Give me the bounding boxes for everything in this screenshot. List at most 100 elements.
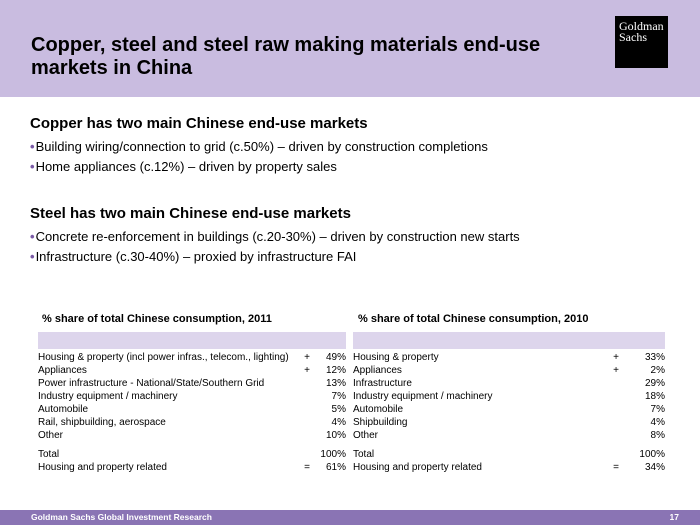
table-row: Automobile 7% xyxy=(353,403,665,416)
row-label: Shipbuilding xyxy=(353,417,408,428)
table-row: Other 8% xyxy=(353,429,665,442)
table-row: Power infrastructure - National/State/So… xyxy=(38,377,346,390)
row-value: 8% xyxy=(650,430,665,441)
copper-bullet-text: Building wiring/connection to grid (c.50… xyxy=(35,139,488,154)
table-row: Other 10% xyxy=(38,429,346,442)
row-operator xyxy=(607,448,625,461)
table-row: Appliances +2% xyxy=(353,364,665,377)
row-operator: + xyxy=(613,365,619,376)
row-value: 100% xyxy=(320,449,346,460)
row-operator: = xyxy=(304,462,310,473)
row-label: Automobile xyxy=(353,404,404,415)
row-operator: + xyxy=(304,365,310,376)
row-operator xyxy=(298,448,316,461)
row-label: Infrastructure xyxy=(353,378,412,389)
copper-bullet-text: Home appliances (c.12%) – driven by prop… xyxy=(35,159,337,174)
consumption-table-2010: % share of total Chinese consumption, 20… xyxy=(353,312,665,474)
row-operator xyxy=(298,377,316,390)
row-label: Power infrastructure - National/State/So… xyxy=(38,378,265,389)
row-label: Housing & property xyxy=(353,352,439,363)
row-value: 5% xyxy=(331,404,346,415)
total-row: Total 100% xyxy=(38,448,346,461)
row-label: Appliances xyxy=(38,365,87,376)
table-row: Shipbuilding 4% xyxy=(353,416,665,429)
row-operator xyxy=(607,377,625,390)
row-operator xyxy=(607,416,625,429)
table-header-band xyxy=(38,332,346,349)
page-title: Copper, steel and steel raw making mater… xyxy=(31,34,541,79)
row-operator xyxy=(607,390,625,403)
header-band xyxy=(0,0,700,97)
bullet-dot-icon: • xyxy=(30,229,35,244)
row-value: 18% xyxy=(644,391,665,402)
related-row: Housing and property related = 61% xyxy=(38,461,346,474)
related-row: Housing and property related = 34% xyxy=(353,461,665,474)
row-label: Housing and property related xyxy=(353,462,482,473)
header-divider xyxy=(0,97,700,100)
row-operator xyxy=(607,429,625,442)
steel-heading: Steel has two main Chinese end-use marke… xyxy=(30,205,351,222)
row-value: 61% xyxy=(325,462,346,473)
row-operator: = xyxy=(613,462,619,473)
row-operator xyxy=(298,429,316,442)
row-value: 33% xyxy=(644,352,665,363)
table-title-2010: % share of total Chinese consumption, 20… xyxy=(358,313,589,325)
row-label: Housing & property (incl power infras., … xyxy=(38,352,289,363)
row-label: Industry equipment / machinery xyxy=(38,391,178,402)
bullet-dot-icon: • xyxy=(30,159,35,174)
row-value: 7% xyxy=(331,391,346,402)
row-label: Total xyxy=(353,449,375,460)
copper-bullet: •Building wiring/connection to grid (c.5… xyxy=(30,137,488,157)
steel-section: Steel has two main Chinese end-use marke… xyxy=(30,205,520,267)
row-value: 13% xyxy=(325,378,346,389)
row-operator: + xyxy=(613,352,619,363)
row-value: 100% xyxy=(639,449,665,460)
row-operator xyxy=(607,403,625,416)
row-value: 10% xyxy=(325,430,346,441)
row-label: Appliances xyxy=(353,365,402,376)
table-row: Appliances +12% xyxy=(38,364,346,377)
row-operator xyxy=(298,403,316,416)
table-row: Industry equipment / machinery 7% xyxy=(38,390,346,403)
row-value: 4% xyxy=(331,417,346,428)
bullet-dot-icon: • xyxy=(30,139,35,154)
copper-bullet: •Home appliances (c.12%) – driven by pro… xyxy=(30,157,488,177)
row-operator: + xyxy=(304,352,310,363)
row-label: Rail, shipbuilding, aerospace xyxy=(38,417,166,428)
total-row: Total 100% xyxy=(353,448,665,461)
table-row: Housing & property (incl power infras., … xyxy=(38,351,346,364)
row-label: Other xyxy=(353,430,379,441)
table-title-2011: % share of total Chinese consumption, 20… xyxy=(42,313,272,325)
logo-line-2: Sachs xyxy=(619,30,647,44)
logo-line-1: Goldman xyxy=(619,19,664,33)
row-value: 12% xyxy=(325,365,346,376)
steel-bullet: •Concrete re-enforcement in buildings (c… xyxy=(30,227,520,247)
row-label: Automobile xyxy=(38,404,89,415)
footer-source: Goldman Sachs Global Investment Research xyxy=(31,512,212,522)
row-label: Other xyxy=(38,430,64,441)
table-row: Automobile 5% xyxy=(38,403,346,416)
steel-bullet-text: Infrastructure (c.30-40%) – proxied by i… xyxy=(35,249,357,264)
row-value: 34% xyxy=(644,462,665,473)
copper-section: Copper has two main Chinese end-use mark… xyxy=(30,115,488,177)
row-label: Industry equipment / machinery xyxy=(353,391,493,402)
table-header-band xyxy=(353,332,665,349)
row-operator xyxy=(298,416,316,429)
bullet-dot-icon: • xyxy=(30,249,35,264)
row-value: 29% xyxy=(644,378,665,389)
row-value: 7% xyxy=(650,404,665,415)
row-value: 2% xyxy=(650,365,665,376)
consumption-table-2011: % share of total Chinese consumption, 20… xyxy=(38,312,346,474)
row-operator xyxy=(298,390,316,403)
row-label: Housing and property related xyxy=(38,462,167,473)
table-row: Housing & property +33% xyxy=(353,351,665,364)
goldman-sachs-logo: Goldman Sachs xyxy=(615,16,668,68)
row-value: 4% xyxy=(650,417,665,428)
row-label: Total xyxy=(38,449,60,460)
steel-bullet-text: Concrete re-enforcement in buildings (c.… xyxy=(35,229,520,244)
table-row: Rail, shipbuilding, aerospace 4% xyxy=(38,416,346,429)
row-value: 49% xyxy=(325,352,346,363)
page-number: 17 xyxy=(669,512,679,522)
footer-bar: Goldman Sachs Global Investment Research… xyxy=(0,510,700,525)
table-row: Industry equipment / machinery 18% xyxy=(353,390,665,403)
